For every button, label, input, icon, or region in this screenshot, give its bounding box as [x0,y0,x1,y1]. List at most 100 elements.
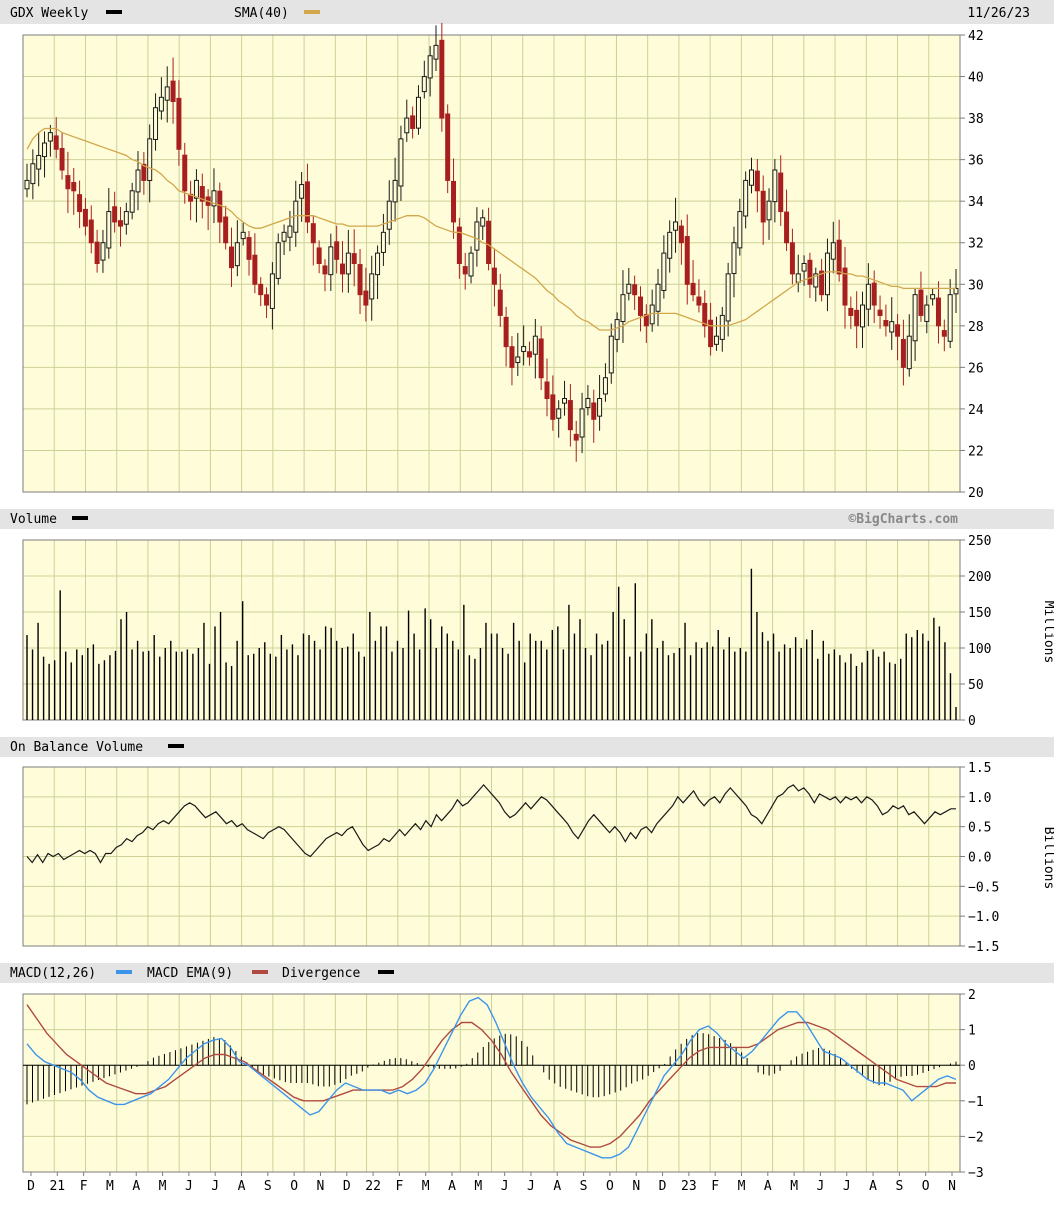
price-candle-body [153,107,159,140]
price-candle-body [760,190,766,223]
price-y-tick-label: 20 [968,486,984,501]
obv-unit-label: Billions [1041,827,1054,890]
x-axis-label: J [843,1179,851,1194]
price-candle-body [398,138,404,187]
price-candle-body [158,96,164,112]
x-axis-label: M [474,1179,482,1194]
price-candle-body [737,211,743,249]
x-axis-label: F [711,1179,719,1194]
price-candle-body [258,283,264,296]
x-axis: D 21 F M A M J J A S O N D 22 F M A M J J A S O N D 23 F M A M J J A S O N [27,1172,956,1194]
divergence-label: Divergence [282,966,360,981]
volume-y-tick-label: 100 [968,642,991,657]
price-candle-body [240,231,246,240]
volume-y-tick-label: 250 [968,534,991,549]
obv-header-bar [0,737,1054,757]
x-axis-label: J [185,1179,193,1194]
price-candle-body [462,266,468,275]
macd-legend-swatch [116,970,132,974]
x-axis-label: A [448,1179,456,1194]
price-candle-body [100,242,106,261]
obv-y-tick-label: 1.0 [968,791,991,806]
price-candle-body [363,290,369,306]
x-axis-label: M [790,1179,798,1194]
price-candle-body [246,237,252,260]
price-y-tick-label: 32 [968,237,984,252]
obv-y-tick-label: 0.0 [968,851,991,866]
obv-title: On Balance Volume [10,740,143,755]
sma-label: SMA(40) [234,6,289,21]
x-axis-label: O [606,1179,614,1194]
price-candle-body [252,254,258,285]
price-candle-body [684,236,690,285]
price-candle-body [544,381,550,400]
obv-frame [22,766,961,947]
price-candle-body [795,273,801,283]
macd-y-tick-label: −2 [968,1130,984,1145]
price-candle-body [848,307,854,316]
price-candle-body [234,242,240,267]
price-candle-body [567,400,573,431]
price-candle-body [877,309,883,316]
x-axis-label: D [27,1179,35,1194]
price-candle-body [123,211,129,225]
price-candle-body [860,304,866,328]
price-candle-body [772,169,778,203]
x-axis-label: N [948,1179,956,1194]
price-candle-body [392,179,398,203]
price-candle-body [696,296,702,306]
macd-ema-line [26,1004,956,1148]
price-candle-body [340,263,346,275]
symbol-label: GDX Weekly [10,6,88,21]
price-candle-body [807,259,813,285]
price-header-bar [0,0,1054,24]
x-axis-label: M [106,1179,114,1194]
volume-y-tick-label: 0 [968,714,976,729]
price-candle-body [334,241,340,260]
price-candle-body [935,297,941,327]
price-candle-body [749,169,755,186]
price-candle-body [223,216,229,244]
price-candle-body [766,200,772,221]
price-candle-body [754,170,760,192]
price-candle-body [164,86,170,101]
x-axis-label: A [132,1179,140,1194]
volume-unit-label: Millions [1041,601,1054,664]
price-candle-body [573,433,579,441]
macd-ema-legend-swatch [252,970,268,974]
price-candle-body [135,169,141,193]
price-candle-body [626,283,632,294]
price-y-tick-label: 24 [968,403,984,418]
price-candle-body [328,246,334,276]
header-bars [0,0,1054,983]
price-candle-body [661,252,667,291]
volume-legend-swatch [72,516,88,520]
price-candle-body [170,80,176,102]
price-candle-body [112,206,118,223]
price-candle-body [451,180,457,223]
price-candle-body [521,346,527,352]
price-candle-body [883,320,889,327]
price-candle-body [281,231,287,242]
x-axis-label: S [264,1179,272,1194]
price-candle-body [357,264,363,296]
price-candle-body [65,175,71,190]
x-axis-label: A [238,1179,246,1194]
price-y-tick-label: 36 [968,154,984,169]
macd-title: MACD(12,26) [10,966,96,981]
macd-line [26,996,957,1159]
price-candle-body [550,394,556,420]
price-candle-body [345,252,351,275]
x-axis-label: A [764,1179,772,1194]
price-candle-body [445,113,451,181]
price-candle-body [217,190,223,223]
price-candle-body [141,163,147,181]
price-candle-body [900,338,906,368]
price-candle-body [906,335,912,370]
price-candle-body [316,247,322,264]
price-candle-body [819,270,825,296]
x-axis-label: S [580,1179,588,1194]
price-candle-body [497,289,503,316]
volume-panel: 250 200 150 100 50 0 [22,534,991,729]
